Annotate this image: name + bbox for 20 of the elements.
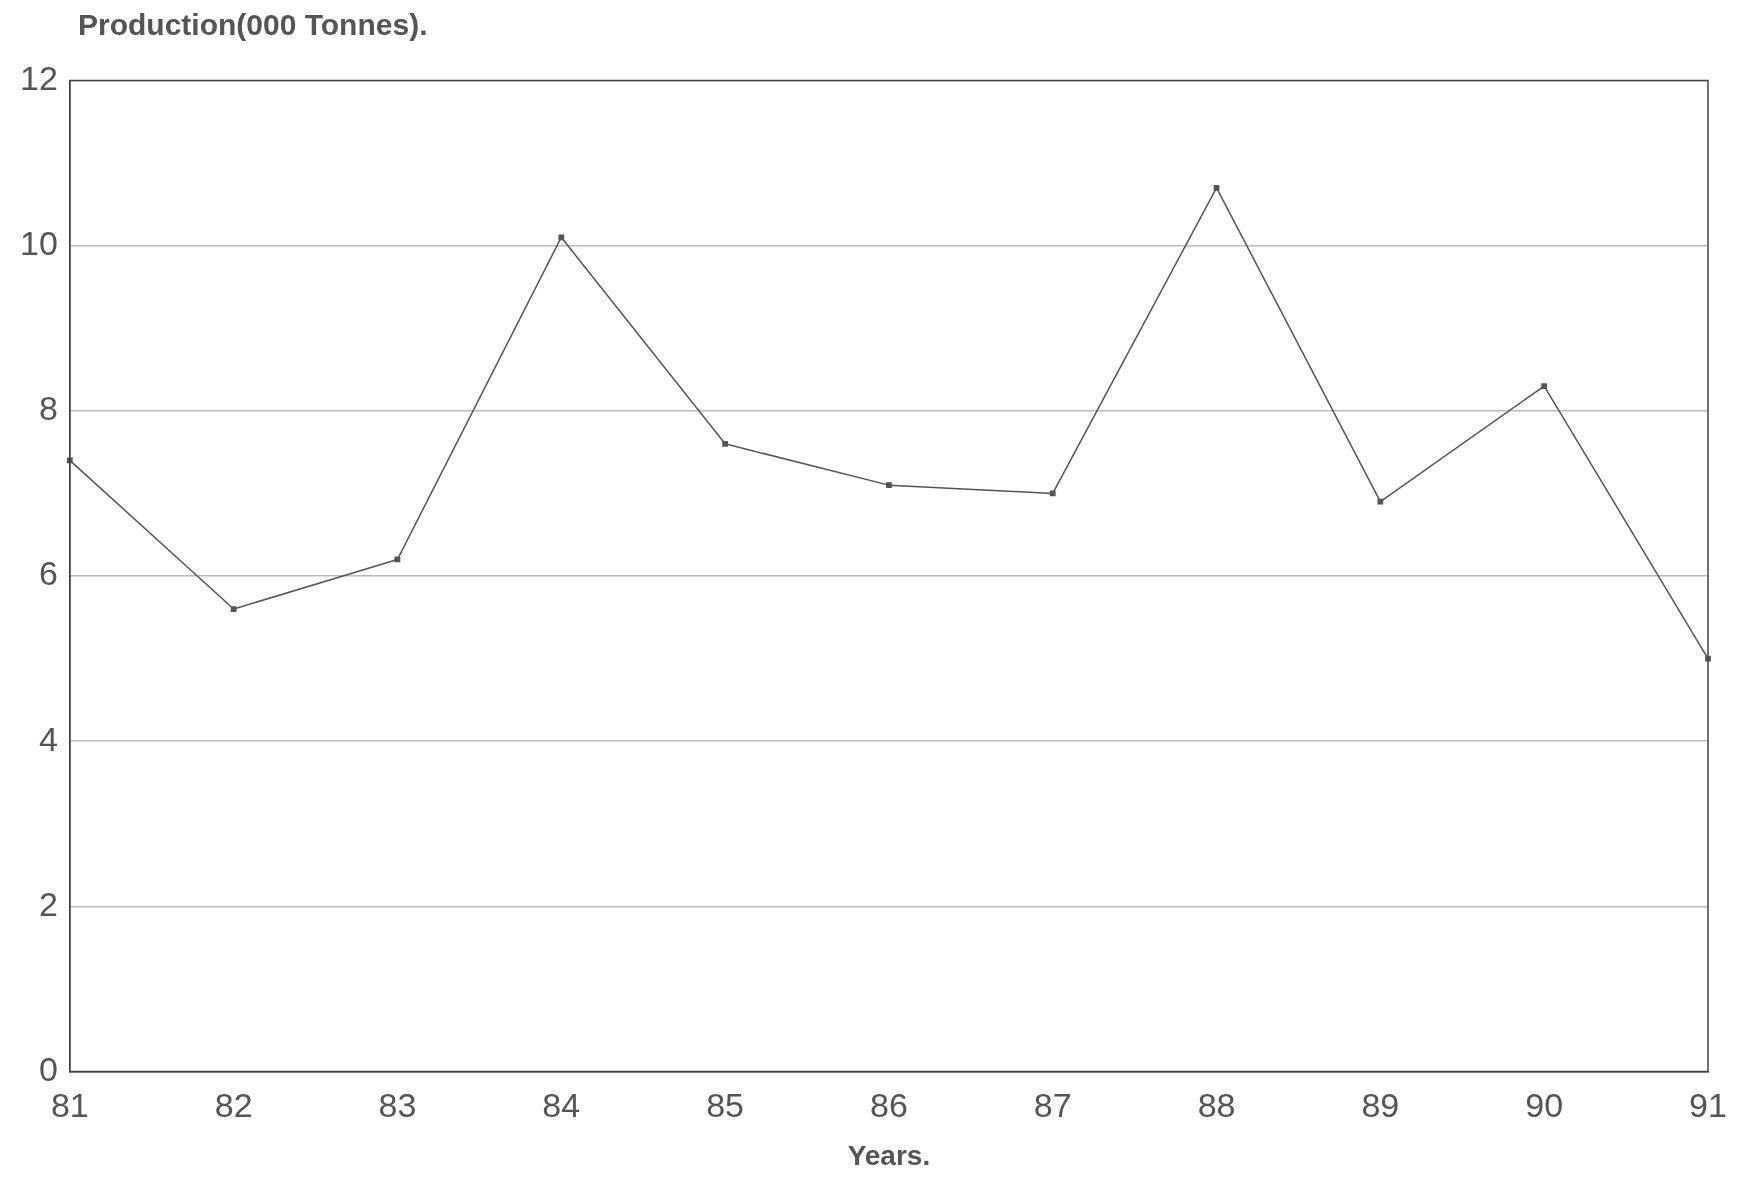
x-tick-label: 84 [542,1086,581,1125]
y-tick-label: 8 [38,389,58,428]
y-tick-label: 10 [19,223,58,262]
x-tick-label: 85 [706,1086,745,1125]
x-axis-title: Years. [847,1139,931,1171]
y-axis-title: Production(000 Tonnes). [78,8,429,43]
x-tick-label: 83 [378,1086,417,1125]
x-tick-label: 82 [214,1086,253,1125]
x-tick-label: 87 [1033,1086,1072,1125]
x-tick-label: 81 [50,1086,89,1125]
y-tick-label: 0 [38,1049,58,1088]
y-tick-label: 6 [38,554,58,593]
x-tick-label: 89 [1361,1086,1400,1125]
x-tick-label: 91 [1689,1086,1727,1125]
x-tick-label: 88 [1197,1086,1236,1125]
y-tick-label: 4 [38,719,58,758]
y-tick-label: 12 [19,58,58,97]
x-tick-label: 90 [1525,1086,1564,1125]
y-tick-label: 2 [38,884,58,923]
x-tick-label: 86 [870,1086,908,1125]
